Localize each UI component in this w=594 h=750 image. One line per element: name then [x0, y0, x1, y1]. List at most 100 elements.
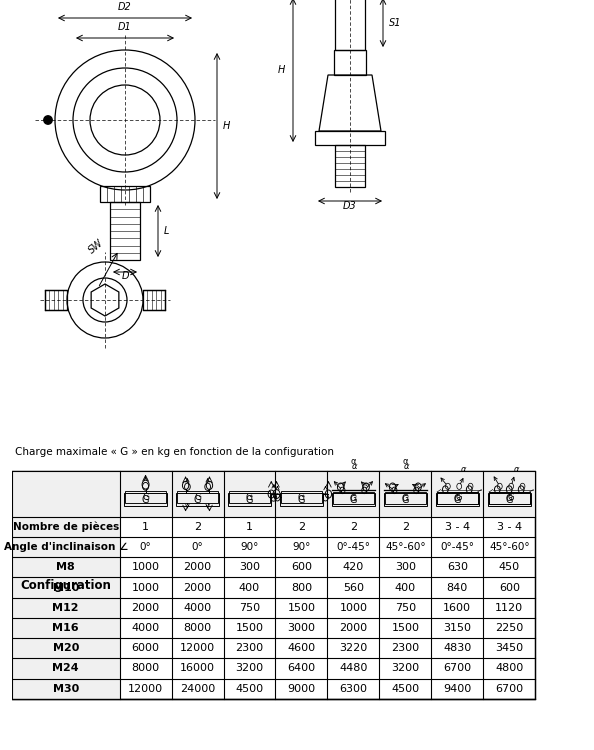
Text: 1500: 1500 [391, 623, 419, 633]
Text: 3 - 4: 3 - 4 [497, 522, 522, 532]
Bar [385, 492, 426, 504]
Text: Charge maximale « G » en kg en fonction de la configuration: Charge maximale « G » en kg en fonction … [15, 447, 334, 458]
Text: 1000: 1000 [131, 583, 160, 592]
Text: 2300: 2300 [235, 644, 264, 653]
Text: 1500: 1500 [235, 623, 264, 633]
Text: D2: D2 [118, 2, 132, 12]
Bar [335, 145, 365, 187]
Bar [334, 50, 366, 75]
Text: 4480: 4480 [339, 664, 368, 674]
Bar [119, 472, 172, 517]
Bar [333, 492, 374, 504]
Text: G: G [454, 494, 461, 502]
Text: 3450: 3450 [495, 644, 523, 653]
Text: 4600: 4600 [287, 644, 315, 653]
Bar [177, 491, 218, 503]
Circle shape [44, 116, 52, 124]
Text: 2000: 2000 [184, 583, 211, 592]
Bar [315, 131, 385, 145]
Bar [143, 290, 165, 310]
Text: 1500: 1500 [287, 603, 315, 613]
Text: 4500: 4500 [235, 684, 264, 694]
Text: 2: 2 [194, 522, 201, 532]
Text: 3200: 3200 [391, 664, 419, 674]
Text: 3200: 3200 [235, 664, 264, 674]
Text: M10: M10 [52, 583, 79, 592]
Text: 2300: 2300 [391, 644, 419, 653]
Bar [176, 493, 219, 506]
Text: D1: D1 [118, 22, 132, 32]
Text: M12: M12 [52, 603, 79, 613]
Text: G: G [246, 493, 253, 502]
Text: G: G [402, 494, 409, 505]
Text: 9000: 9000 [287, 684, 315, 694]
Bar [332, 493, 375, 506]
Bar [110, 202, 140, 260]
Text: 90°: 90° [241, 542, 258, 552]
Text: 560: 560 [343, 583, 364, 592]
Text: α: α [350, 458, 356, 466]
Text: H: H [223, 121, 230, 131]
Text: H: H [277, 65, 285, 75]
Text: G: G [402, 494, 409, 502]
Text: 6700: 6700 [443, 664, 472, 674]
Text: 6700: 6700 [495, 684, 523, 694]
Text: 630: 630 [447, 562, 468, 572]
Text: α: α [461, 465, 466, 474]
Text: 420: 420 [343, 562, 364, 572]
Text: Configuration: Configuration [20, 578, 111, 592]
Bar [229, 491, 270, 503]
Text: 6400: 6400 [287, 664, 315, 674]
Text: 4000: 4000 [131, 623, 160, 633]
Text: S1: S1 [389, 17, 402, 28]
Bar [431, 472, 484, 517]
Bar [12, 638, 119, 658]
Text: Nombre de pièces: Nombre de pièces [12, 521, 119, 532]
Bar [12, 618, 119, 638]
Bar [12, 679, 119, 699]
Bar [488, 493, 530, 506]
Text: M20: M20 [52, 644, 79, 653]
Text: 6000: 6000 [131, 644, 160, 653]
Text: SW: SW [87, 238, 106, 256]
Bar [124, 493, 167, 506]
Bar [280, 493, 323, 506]
Text: 840: 840 [447, 583, 468, 592]
Bar [276, 472, 327, 517]
Text: 12000: 12000 [128, 684, 163, 694]
Text: G: G [298, 493, 305, 502]
Text: 9400: 9400 [443, 684, 472, 694]
Text: 2000: 2000 [184, 562, 211, 572]
Bar [223, 472, 276, 517]
Bar [12, 517, 119, 537]
Bar [12, 658, 119, 679]
Text: G: G [194, 494, 201, 505]
Text: Angle d'inclinaison ∠: Angle d'inclinaison ∠ [4, 542, 128, 552]
Bar [12, 557, 119, 578]
Bar [12, 537, 119, 557]
Text: 300: 300 [239, 562, 260, 572]
Text: 4800: 4800 [495, 664, 523, 674]
Bar [45, 290, 67, 310]
Text: 1000: 1000 [131, 562, 160, 572]
Text: 750: 750 [239, 603, 260, 613]
Text: 400: 400 [395, 583, 416, 592]
Text: 450: 450 [499, 562, 520, 572]
Bar [436, 493, 479, 506]
Text: α: α [514, 465, 520, 474]
Text: 300: 300 [395, 562, 416, 572]
Text: G: G [298, 494, 305, 505]
Bar [100, 186, 150, 202]
Text: 6300: 6300 [339, 684, 368, 694]
Bar [12, 578, 119, 598]
Bar [437, 492, 478, 504]
Bar [12, 598, 119, 618]
Text: 2000: 2000 [339, 623, 368, 633]
Text: 1000: 1000 [339, 603, 368, 613]
Text: M30: M30 [53, 684, 79, 694]
Text: 0°-45°: 0°-45° [336, 542, 371, 552]
Bar [335, 0, 365, 50]
Text: 8000: 8000 [131, 664, 160, 674]
Text: 4830: 4830 [443, 644, 472, 653]
Text: G: G [194, 493, 201, 502]
